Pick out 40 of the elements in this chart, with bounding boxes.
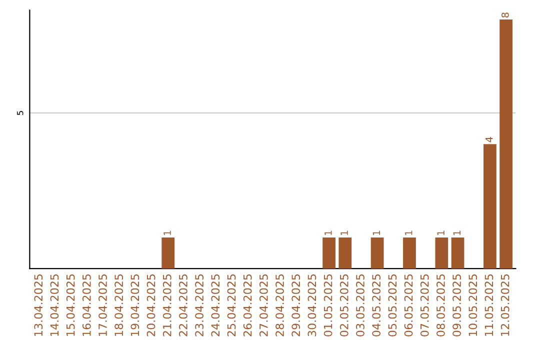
x-tick-label: 20.04.2025 <box>146 274 156 336</box>
x-tick-label: 23.04.2025 <box>195 274 204 336</box>
x-tick-label: 30.04.2025 <box>308 274 316 336</box>
x-tick-label: 13.04.2025 <box>34 274 43 336</box>
x-tick-label: 11.05.2025 <box>484 274 494 336</box>
x-tick-label: 12.05.2025 <box>500 274 510 336</box>
x-tick-label: 03.05.2025 <box>356 274 364 336</box>
x-tick-label: 01.05.2025 <box>324 274 332 336</box>
x-tick-label: 06.05.2025 <box>404 274 413 336</box>
x-tick-label: 21.04.2025 <box>162 274 172 336</box>
data-label: 8 <box>502 12 509 18</box>
data-label: 1 <box>453 230 460 236</box>
x-tick-label: 29.04.2025 <box>292 274 300 336</box>
data-label: 1 <box>164 230 171 236</box>
x-tick-label: 25.04.2025 <box>227 274 236 336</box>
x-tick-label: 17.04.2025 <box>98 274 107 336</box>
x-tick-label: 08.05.2025 <box>436 274 445 336</box>
x-tick-label: 24.04.2025 <box>211 274 220 336</box>
x-tick-label: 22.04.2025 <box>179 274 188 336</box>
x-tick-label: 19.04.2025 <box>130 274 140 336</box>
x-tick-label: 14.04.2025 <box>50 274 59 336</box>
x-tick-label: 10.05.2025 <box>468 274 478 336</box>
x-tick-label: 05.05.2025 <box>388 274 397 336</box>
x-tick-label: 26.04.2025 <box>243 274 252 336</box>
data-label: 1 <box>437 230 444 236</box>
y-tick-label: 5 <box>17 111 24 115</box>
x-tick-label: 04.05.2025 <box>372 274 381 336</box>
x-tick-label: 28.04.2025 <box>276 274 284 336</box>
data-label: 1 <box>405 230 412 236</box>
x-tick-label: 27.04.2025 <box>259 274 268 336</box>
x-tick-label: 09.05.2025 <box>452 274 461 336</box>
data-label: 1 <box>340 230 348 236</box>
x-tick-label: 15.04.2025 <box>66 274 75 336</box>
x-tick-label: 02.05.2025 <box>340 274 348 336</box>
x-tick-label: 18.04.2025 <box>114 274 124 336</box>
data-label: 4 <box>486 137 493 142</box>
x-tick-label: 16.04.2025 <box>82 274 91 336</box>
x-tick-label: 07.05.2025 <box>420 274 429 336</box>
data-label: 1 <box>324 230 332 236</box>
data-label: 1 <box>372 230 380 236</box>
